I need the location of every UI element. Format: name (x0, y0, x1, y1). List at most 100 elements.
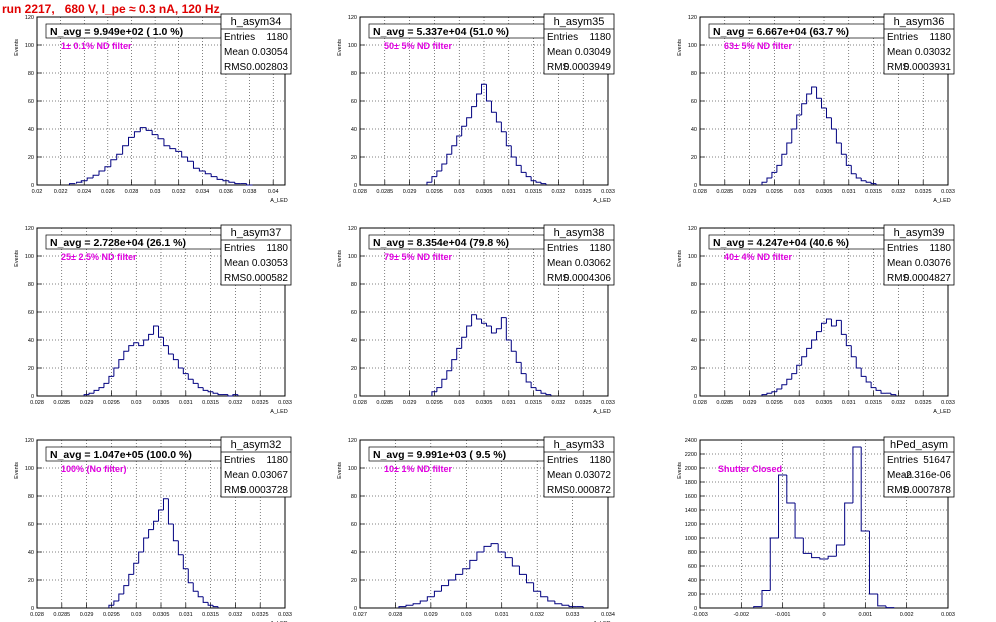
stats-title: h_asym36 (894, 16, 945, 28)
stats-label: Mean (224, 47, 249, 58)
stats-label: RMS (224, 62, 247, 73)
histogram-bin (796, 364, 802, 374)
run-title: run 2217, 680 V, I_pe ≈ 0.3 nA, 120 Hz (2, 2, 220, 16)
histogram-bin (462, 568, 470, 575)
x-tick-label: 0.033 (601, 400, 615, 406)
histogram-bin (446, 153, 452, 164)
x-tick-label: 0.027 (353, 612, 367, 618)
y-tick-label: 80 (351, 71, 357, 77)
stats-title: hPed_asym (890, 439, 948, 451)
histogram-bin (476, 314, 482, 320)
stats-value: 0.002803 (246, 62, 288, 73)
y-tick-label: 40 (351, 127, 357, 133)
x-tick-label: 0.03 (131, 612, 142, 618)
histogram-bin (234, 182, 241, 185)
histogram-bin (83, 394, 90, 396)
histogram-bin (476, 551, 484, 561)
histogram-bin (157, 134, 164, 140)
x-tick-label: 0.0295 (103, 400, 120, 406)
y-axis-title: Events (677, 462, 683, 479)
histogram-bin (419, 600, 428, 604)
y-tick-label: 100 (688, 43, 697, 49)
histogram-bin (207, 390, 214, 393)
x-tick-label: 0.029 (403, 189, 417, 195)
histogram-bin (500, 317, 507, 329)
x-tick-label: 0.031 (179, 612, 193, 618)
histogram-bin (530, 382, 537, 389)
histogram-bin (870, 382, 877, 389)
histogram-bin (128, 345, 134, 352)
x-tick-label: 0.0305 (816, 400, 833, 406)
histogram-bin (515, 351, 522, 363)
histogram-bin (877, 594, 886, 607)
histogram-bin (827, 555, 837, 559)
x-tick-label: 0.0305 (476, 400, 493, 406)
histogram-bin (769, 537, 779, 591)
stats-box (220, 224, 292, 286)
stats-title: h_asym34 (231, 16, 282, 28)
filter-note: 63± 5% ND filter (724, 41, 792, 51)
x-tick-label: 0.0325 (575, 400, 592, 406)
stats-label: RMS (224, 485, 247, 496)
stats-label: RMS (887, 485, 910, 496)
x-tick-label: 0.031 (179, 400, 193, 406)
x-axis-title: A_LED (270, 409, 287, 415)
histogram-bin (104, 166, 111, 171)
x-tick-label: 0.03 (131, 400, 142, 406)
x-tick-label: 0.0285 (376, 400, 393, 406)
y-tick-label: 0 (694, 183, 697, 189)
histogram-bin (212, 391, 219, 394)
histogram-bin (540, 390, 546, 394)
y-tick-label: 100 (25, 466, 34, 472)
stats-box (220, 13, 292, 75)
histogram-bin (505, 131, 512, 147)
x-tick-label: 0.029 (403, 400, 417, 406)
x-tick-label: 0.032 (229, 400, 243, 406)
histogram-bin (510, 145, 517, 158)
histogram-bin (181, 151, 188, 158)
y-tick-label: 20 (28, 155, 34, 161)
x-tick-label: 0.029 (743, 400, 757, 406)
x-tick-label: 0.0285 (53, 612, 70, 618)
histogram-bin (122, 145, 129, 155)
filter-note: 79± 5% ND filter (384, 252, 452, 262)
histogram-bin (440, 585, 449, 592)
x-tick-label: 0.029 (80, 612, 94, 618)
histogram-bin (485, 84, 492, 102)
histogram-bin (448, 579, 456, 586)
histogram-hPed_asym: -0.003 -0.002 -0.001 0 0.001 0.002 0.003 0 200 40… (677, 436, 955, 618)
stats-box (883, 436, 955, 498)
x-tick-label: 0.028 (125, 189, 139, 195)
stats-value: 1180 (589, 32, 611, 43)
y-axis-title: Events (337, 250, 343, 267)
histogram-bin (885, 605, 895, 609)
histogram-bin (520, 362, 527, 375)
y-tick-label: 100 (688, 254, 697, 260)
histogram-bin (163, 138, 170, 147)
x-tick-label: 0.002 (900, 612, 914, 618)
x-tick-label: 0.0325 (915, 189, 932, 195)
y-axis-title: Events (337, 39, 343, 56)
histogram-bin (192, 582, 199, 592)
histogram-bin (177, 359, 184, 369)
histogram-bin (860, 368, 867, 377)
histogram-bin (819, 557, 829, 560)
histogram-bin (791, 128, 797, 143)
stats-value: 1180 (589, 455, 611, 466)
y-tick-label: 2000 (685, 466, 697, 472)
x-tick-label: 0.0315 (865, 400, 882, 406)
filter-note: 1± 0.1% ND filter (61, 41, 132, 51)
x-tick-label: 0.034 (601, 612, 615, 618)
histogram-bin (431, 391, 437, 396)
stats-label: Mean (547, 470, 572, 481)
histogram-bin (490, 101, 497, 113)
y-tick-label: 0 (354, 394, 357, 400)
stats-value: 0.000872 (569, 485, 611, 496)
x-tick-label: 0.0295 (426, 189, 443, 195)
histogram-bin (217, 393, 223, 396)
histogram-bin (485, 323, 492, 327)
y-tick-label: 80 (28, 282, 34, 288)
x-tick-label: 0.03 (454, 189, 465, 195)
navg-label: N_avg = 4.247e+04 (40.6 %) (713, 237, 849, 249)
